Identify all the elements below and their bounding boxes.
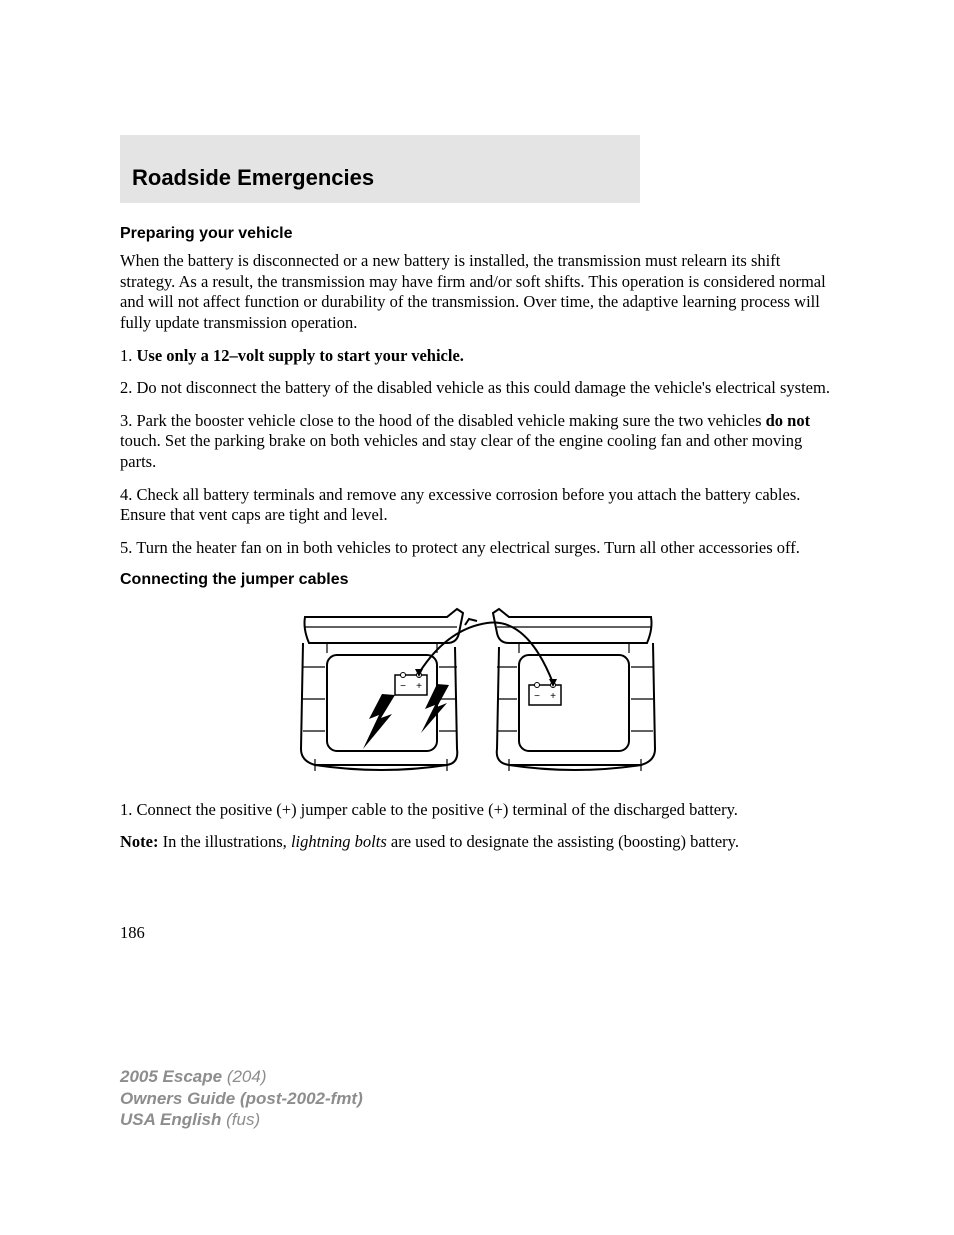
footer: 2005 Escape (204) Owners Guide (post-200… [120, 1066, 363, 1130]
step-5: 5. Turn the heater fan on in both vehicl… [120, 538, 834, 559]
footer-line-1: 2005 Escape (204) [120, 1066, 363, 1087]
note-label: Note: [120, 832, 158, 851]
step1-number: 1. [120, 346, 137, 365]
page-number: 186 [120, 923, 834, 943]
section-header: Roadside Emergencies [120, 135, 640, 203]
section-title: Roadside Emergencies [132, 165, 640, 191]
footer-lang: USA English [120, 1110, 226, 1129]
note-a: In the illustrations, [158, 832, 290, 851]
step3-a: 3. Park the booster vehicle close to the… [120, 411, 766, 430]
note-italic: lightning bolts [291, 832, 387, 851]
left-minus: − [400, 681, 406, 692]
step-4: 4. Check all battery terminals and remov… [120, 485, 834, 526]
diagram-svg: − + [297, 599, 657, 779]
subheading-connecting: Connecting the jumper cables [120, 571, 834, 589]
step1-text: Use only a 12–volt supply to start your … [137, 346, 464, 365]
step3-bold: do not [766, 411, 810, 430]
left-plus: + [416, 681, 422, 692]
footer-line-3: USA English (fus) [120, 1109, 363, 1130]
step-3: 3. Park the booster vehicle close to the… [120, 411, 834, 473]
step3-b: touch. Set the parking brake on both veh… [120, 431, 802, 471]
left-vehicle: − + [301, 609, 463, 771]
note-b: are used to designate the assisting (boo… [387, 832, 739, 851]
footer-model: 2005 Escape [120, 1067, 227, 1086]
step-1: 1. Use only a 12–volt supply to start yo… [120, 346, 834, 367]
footer-line-2: Owners Guide (post-2002-fmt) [120, 1088, 363, 1109]
note-paragraph: Note: In the illustrations, lightning bo… [120, 832, 834, 853]
intro-paragraph: When the battery is disconnected or a ne… [120, 251, 834, 334]
step-2: 2. Do not disconnect the battery of the … [120, 378, 834, 399]
right-plus: + [550, 691, 556, 702]
jumper-cable-diagram: − + [120, 599, 834, 784]
connect-step-1: 1. Connect the positive (+) jumper cable… [120, 800, 834, 821]
footer-code: (204) [227, 1067, 267, 1086]
right-vehicle: − + [493, 609, 655, 771]
subheading-preparing: Preparing your vehicle [120, 225, 834, 243]
bolt-icon-1 [363, 694, 395, 749]
footer-lang-code: (fus) [226, 1110, 260, 1129]
right-minus: − [534, 691, 540, 702]
